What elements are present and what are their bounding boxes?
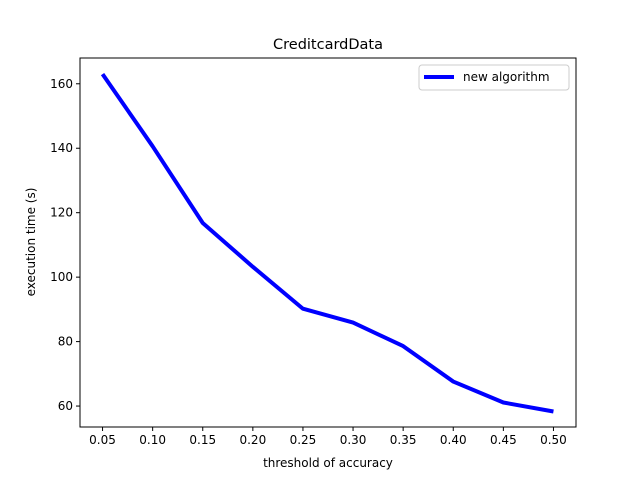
x-tick-label: 0.20 [239, 433, 266, 447]
x-tick-label: 0.50 [540, 433, 567, 447]
x-tick-label: 0.05 [89, 433, 116, 447]
x-tick-label: 0.15 [189, 433, 216, 447]
y-tick-label: 100 [50, 270, 73, 284]
y-tick-label: 160 [50, 77, 73, 91]
y-tick-label: 60 [58, 399, 73, 413]
x-tick-label: 0.40 [440, 433, 467, 447]
y-tick-label: 120 [50, 206, 73, 220]
y-tick-label: 140 [50, 141, 73, 155]
x-tick-label: 0.30 [340, 433, 367, 447]
legend-box [418, 64, 570, 91]
x-tick-label: 0.25 [290, 433, 317, 447]
y-axis-label: execution time (s) [24, 188, 38, 297]
y-tick-label: 80 [58, 335, 73, 349]
series-line-0 [100, 72, 554, 414]
legend: new algorithm [418, 64, 570, 91]
chart-title: CreditcardData [273, 37, 383, 53]
legend-label: new algorithm [463, 70, 550, 84]
x-tick-label: 0.45 [490, 433, 517, 447]
plot-frame [79, 57, 577, 428]
x-tick-label: 0.35 [390, 433, 417, 447]
x-tick-label: 0.10 [139, 433, 166, 447]
x-axis-label: threshold of accuracy [263, 456, 393, 470]
